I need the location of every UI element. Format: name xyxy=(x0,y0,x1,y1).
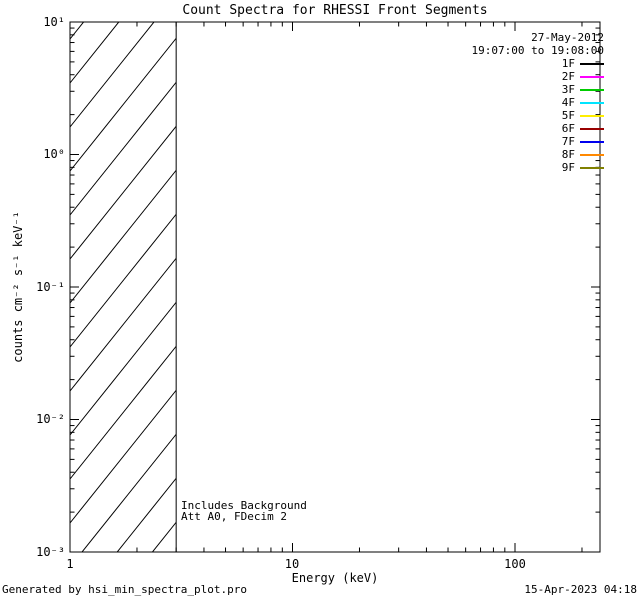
legend-entry: 2F xyxy=(472,70,604,83)
legend-entry: 1F xyxy=(472,57,604,70)
x-tick-label: 100 xyxy=(504,557,526,571)
legend-entry-swatch xyxy=(580,88,604,91)
chart-title: Count Spectra for RHESSI Front Segments xyxy=(182,3,488,18)
y-axis-label: counts cm⁻² s⁻¹ keV⁻¹ xyxy=(11,211,25,363)
y-tick-label: 10⁻³ xyxy=(36,545,65,559)
legend-entry-label: 5F xyxy=(561,109,575,122)
annotation-includes-background: Includes Background xyxy=(181,499,307,512)
legend-entry-label: 6F xyxy=(561,122,575,135)
legend-entry: 3F xyxy=(472,83,604,96)
legend-entry-swatch xyxy=(580,75,604,78)
legend-entry-swatch xyxy=(580,140,604,143)
legend-entry-swatch xyxy=(580,153,604,156)
footer-timestamp: 15-Apr-2023 04:18 xyxy=(524,583,637,596)
legend-time-range: 19:07:00 to 19:08:00 xyxy=(471,44,604,57)
legend-entry: 8F xyxy=(472,148,604,161)
annotation-att-fdecim: Att A0, FDecim 2 xyxy=(181,510,287,523)
legend-entry-swatch xyxy=(580,166,604,169)
footer-generated-by: Generated by hsi_min_spectra_plot.pro xyxy=(2,583,248,596)
y-tick-label: 10⁰ xyxy=(43,147,65,161)
legend-entry-label: 2F xyxy=(561,70,575,83)
legend-entry-label: 9F xyxy=(561,161,575,174)
legend-entry-label: 1F xyxy=(561,57,575,70)
x-tick-label: 10 xyxy=(284,557,300,571)
y-tick-label: 10⁻² xyxy=(36,412,65,426)
x-tick-label: 1 xyxy=(66,557,74,571)
legend-entry-label: 4F xyxy=(561,96,575,109)
legend-entry-label: 7F xyxy=(561,135,575,148)
legend-entries: 1F 2F 3F 4F 5F 6F 7F 8F 9F xyxy=(472,57,604,174)
legend-entry-label: 8F xyxy=(561,148,575,161)
legend-entry-swatch xyxy=(580,127,604,130)
legend-date: 27-May-2012 xyxy=(531,31,604,44)
hatched-band xyxy=(70,22,177,552)
y-tick-label: 10⁻¹ xyxy=(36,280,65,294)
axis-ticks xyxy=(69,21,600,553)
legend-entry-swatch xyxy=(580,114,604,117)
legend-entry: 5F xyxy=(472,109,604,122)
legend-entry: 7F xyxy=(472,135,604,148)
legend-entry: 9F xyxy=(472,161,604,174)
legend-entry: 4F xyxy=(472,96,604,109)
x-axis-label: Energy (keV) xyxy=(291,571,379,585)
legend-entry-label: 3F xyxy=(561,83,575,96)
legend-entry: 6F xyxy=(472,122,604,135)
legend: 27-May-2012 19:07:00 to 19:08:00 1F 2F 3F 4… xyxy=(472,31,604,174)
legend-entry-swatch xyxy=(580,62,604,65)
legend-entry-swatch xyxy=(580,101,604,104)
y-tick-label: 10¹ xyxy=(43,15,65,29)
